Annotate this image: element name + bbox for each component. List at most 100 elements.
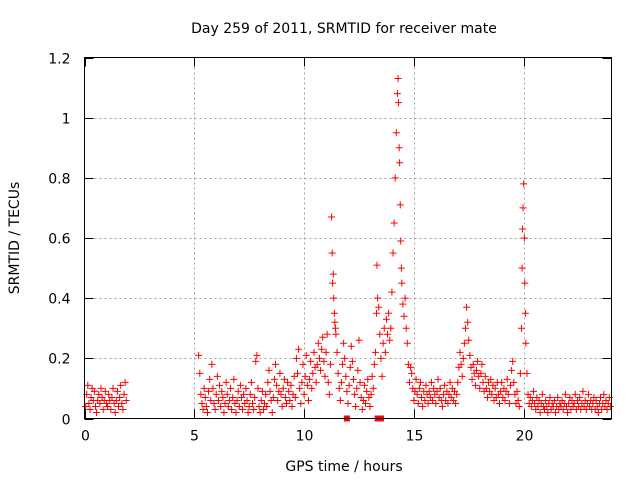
data-point: [454, 378, 462, 386]
data-point: [501, 396, 509, 404]
data-point: [218, 387, 226, 395]
data-point: [459, 354, 467, 362]
data-point: [597, 393, 605, 401]
data-point: [247, 378, 255, 386]
data-point: [491, 384, 499, 392]
data-point: [281, 393, 289, 401]
data-point: [410, 396, 418, 404]
data-point: [278, 402, 286, 410]
data-point: [368, 372, 376, 380]
data-point: [392, 129, 400, 137]
data-point: [296, 384, 304, 392]
data-point: [384, 330, 392, 338]
data-point: [538, 390, 546, 398]
data-point: [344, 399, 352, 407]
data-point: [203, 408, 211, 416]
data-point: [496, 399, 504, 407]
data-point: [283, 399, 291, 407]
data-point: [376, 330, 384, 338]
data-point: [205, 387, 213, 395]
data-point: [202, 402, 210, 410]
data-point: [433, 387, 441, 395]
data-point: [111, 408, 119, 416]
data-point: [273, 381, 281, 389]
data-point: [331, 318, 339, 326]
data-point: [516, 369, 524, 377]
data-point: [120, 390, 128, 398]
data-point: [366, 402, 374, 410]
data-point: [418, 393, 426, 401]
data-point: [478, 360, 486, 368]
data-point: [254, 384, 262, 392]
data-point: [104, 402, 112, 410]
data-point: [399, 300, 407, 308]
data-point: [594, 408, 602, 416]
data-point: [321, 372, 329, 380]
data-point: [196, 369, 204, 377]
data-point: [332, 330, 340, 338]
data-point: [122, 396, 130, 404]
data-point: [302, 351, 310, 359]
data-point: [246, 390, 254, 398]
data-point: [335, 384, 343, 392]
data-point: [195, 351, 203, 359]
data-point: [364, 375, 372, 383]
data-point: [223, 390, 231, 398]
data-point: [506, 381, 514, 389]
data-point: [579, 387, 587, 395]
data-point: [252, 357, 260, 365]
data-point: [362, 399, 370, 407]
data-point: [279, 384, 287, 392]
data-point: [393, 90, 401, 98]
data-point: [208, 360, 216, 368]
data-point: [398, 279, 406, 287]
data-point: [101, 387, 109, 395]
data-point: [446, 378, 454, 386]
data-point: [121, 378, 129, 386]
data-point: [339, 360, 347, 368]
data-point: [307, 357, 315, 365]
data-point: [503, 375, 511, 383]
data-point: [430, 384, 438, 392]
data-point: [119, 405, 127, 413]
data-point: [385, 309, 393, 317]
data-point: [225, 396, 233, 404]
data-point: [239, 405, 247, 413]
data-point: [117, 381, 125, 389]
data-point: [201, 393, 209, 401]
data-point: [389, 249, 397, 257]
data-point: [197, 390, 205, 398]
data-point: [381, 348, 389, 356]
data-points: [82, 75, 614, 422]
data-point: [300, 390, 308, 398]
data-point: [115, 402, 123, 410]
data-point: [227, 384, 235, 392]
data-point: [425, 387, 433, 395]
x-tick-label: 5: [190, 429, 199, 445]
data-point: [521, 279, 529, 287]
data-point: [498, 378, 506, 386]
data-point: [542, 396, 550, 404]
data-point: [571, 390, 579, 398]
data-point: [386, 336, 394, 344]
data-point: [505, 399, 513, 407]
data-point: [373, 261, 381, 269]
data-point: [90, 387, 98, 395]
data-point: [304, 396, 312, 404]
data-point: [519, 204, 527, 212]
data-point: [390, 219, 398, 227]
data-point: [412, 375, 420, 383]
data-point: [483, 393, 491, 401]
data-point: [280, 375, 288, 383]
data-point: [570, 399, 578, 407]
data-point: [319, 333, 327, 341]
data-point: [355, 336, 363, 344]
data-point: [464, 318, 472, 326]
y-tick-label: 1.2: [48, 52, 70, 68]
data-point: [405, 378, 413, 386]
data-point: [306, 375, 314, 383]
data-point: [396, 201, 404, 209]
data-point: [244, 408, 252, 416]
data-point: [245, 402, 253, 410]
